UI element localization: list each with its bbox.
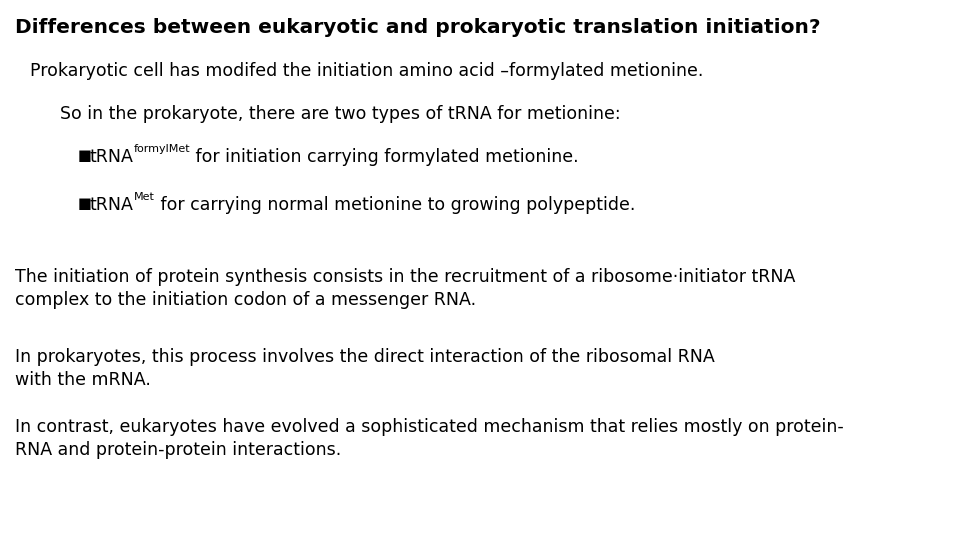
Text: In prokaryotes, this process involves the direct interaction of the ribosomal RN: In prokaryotes, this process involves th… <box>15 348 715 389</box>
Text: tRNA: tRNA <box>90 196 133 214</box>
Text: formylMet: formylMet <box>133 144 190 154</box>
Text: tRNA: tRNA <box>90 148 133 166</box>
Text: ■: ■ <box>78 148 92 163</box>
Text: Prokaryotic cell has modifed the initiation amino acid –formylated metionine.: Prokaryotic cell has modifed the initiat… <box>30 62 704 80</box>
Text: ■: ■ <box>78 196 92 211</box>
Text: for carrying normal metionine to growing polypeptide.: for carrying normal metionine to growing… <box>155 196 636 214</box>
Text: The initiation of protein synthesis consists in the recruitment of a ribosome·in: The initiation of protein synthesis cons… <box>15 268 796 309</box>
Text: Differences between eukaryotic and prokaryotic translation initiation?: Differences between eukaryotic and proka… <box>15 18 821 37</box>
Text: Met: Met <box>133 192 155 202</box>
Text: In contrast, eukaryotes have evolved a sophisticated mechanism that relies mostl: In contrast, eukaryotes have evolved a s… <box>15 418 844 459</box>
Text: So in the prokaryote, there are two types of tRNA for metionine:: So in the prokaryote, there are two type… <box>60 105 620 123</box>
Text: for initiation carrying formylated metionine.: for initiation carrying formylated metio… <box>190 148 579 166</box>
